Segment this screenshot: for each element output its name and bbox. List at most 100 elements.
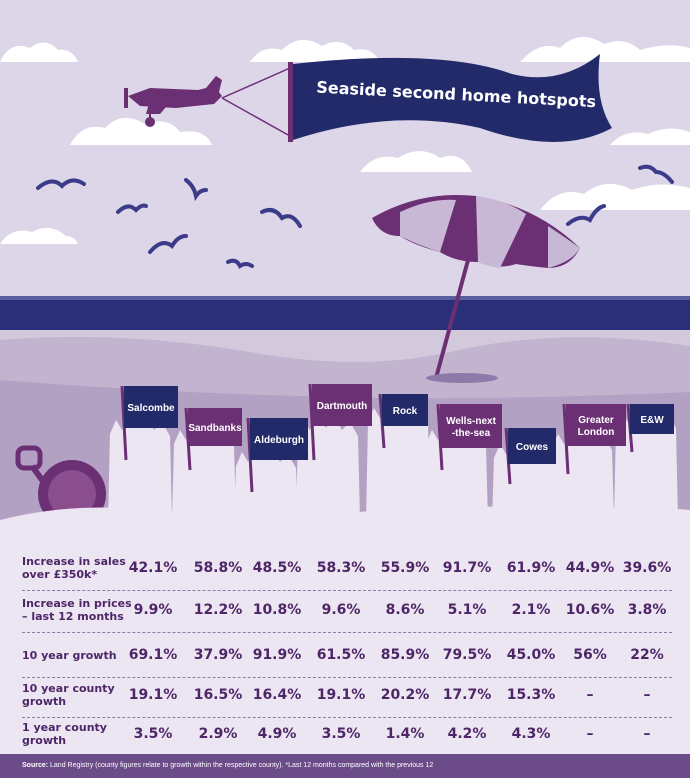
- table-row: Increase in prices – last 12 months 9.9% 12…: [0, 594, 690, 626]
- table-cell: 45.0%: [506, 647, 556, 663]
- table-cell: 91.9%: [252, 647, 302, 663]
- table-cell: 55.9%: [380, 560, 430, 576]
- row-label-line: 10 year county: [22, 682, 115, 695]
- flag-label: -the-sea: [452, 428, 491, 439]
- table-cell: 91.7%: [442, 560, 492, 576]
- table-cell: 85.9%: [380, 647, 430, 663]
- table-row: Increase in sales over £350k* 42.1% 58.8% 48…: [0, 552, 690, 584]
- row-divider: [22, 717, 672, 718]
- flag-label: Cowes: [516, 442, 549, 453]
- table-cell: 15.3%: [506, 687, 556, 703]
- row-label-line: growth: [22, 695, 67, 708]
- table-cell: 61.9%: [506, 560, 556, 576]
- flag: [250, 418, 308, 460]
- table-cell: 37.9%: [193, 647, 243, 663]
- flag-label: E&W: [640, 415, 664, 426]
- flag-label: Salcombe: [127, 403, 175, 414]
- row-label-line: growth: [22, 734, 67, 747]
- flag: [188, 408, 242, 446]
- table-cell: 3.8%: [627, 602, 667, 618]
- flag: [508, 428, 556, 464]
- table-cell: 10.6%: [565, 602, 615, 618]
- table-cell: 2.1%: [511, 602, 551, 618]
- table-cell: 19.1%: [316, 687, 366, 703]
- stats-table: Increase in sales over £350k* 42.1% 58.8% 48…: [0, 538, 690, 754]
- row-label-line: over £350k*: [22, 568, 98, 581]
- flag-label: London: [578, 427, 615, 438]
- row-label-line: Increase in prices: [22, 597, 132, 610]
- table-cell: 69.1%: [128, 647, 178, 663]
- title-banner: Seaside second home hotspots: [288, 54, 612, 142]
- row-label-line: 10 year growth: [22, 648, 117, 662]
- table-cell: 58.3%: [316, 560, 366, 576]
- flag-label: Sandbanks: [188, 423, 242, 434]
- row-divider: [22, 632, 672, 633]
- table-cell: –: [643, 726, 651, 742]
- table-cell: 3.5%: [321, 726, 361, 742]
- table-cell: 56%: [573, 647, 607, 663]
- table-cell: 4.2%: [447, 726, 487, 742]
- table-cell: 19.1%: [128, 687, 178, 703]
- table-cell: 10.8%: [252, 602, 302, 618]
- flag: [630, 404, 674, 434]
- flag: [382, 394, 428, 426]
- flag-label: Aldeburgh: [254, 435, 304, 446]
- table-cell: 58.8%: [193, 560, 243, 576]
- table-cell: 4.9%: [257, 726, 297, 742]
- row-label: Increase in prices – last 12 months: [22, 597, 132, 623]
- table-row: 1 year county growth 3.5% 2.9% 4.9% 3.5% 1.4% 4…: [0, 718, 690, 750]
- table-cell: 44.9%: [565, 560, 615, 576]
- table-row: 10 year county growth 19.1% 16.5% 16.4% 19.1%…: [0, 679, 690, 711]
- row-label: 10 year growth: [22, 649, 132, 662]
- table-cell: –: [643, 687, 651, 703]
- table-cell: –: [586, 726, 594, 742]
- source-footer: Source: Land Registry (county figures re…: [0, 754, 690, 778]
- location-flags: Salcombe Sandbanks Aldeburgh Dartmouth Rock W…: [120, 383, 674, 493]
- beach-scene: Seaside second home hotspots S: [0, 36, 690, 540]
- table-cell: 20.2%: [380, 687, 430, 703]
- table-cell: 12.2%: [193, 602, 243, 618]
- flag: [124, 386, 178, 428]
- table-cell: 17.7%: [442, 687, 492, 703]
- table-cell: 9.9%: [133, 602, 173, 618]
- row-label-line: 1 year county: [22, 721, 107, 734]
- clouds: [0, 36, 690, 244]
- flag-label: Dartmouth: [317, 401, 368, 412]
- beach-umbrella-icon: [372, 194, 580, 383]
- table-cell: 61.5%: [316, 647, 366, 663]
- flag-label: Wells-next: [446, 416, 496, 427]
- flag: [440, 404, 502, 448]
- table-cell: 79.5%: [442, 647, 492, 663]
- flag-label: Greater: [578, 415, 614, 426]
- table-cell: 9.6%: [321, 602, 361, 618]
- row-label: 10 year county growth: [22, 682, 132, 708]
- table-cell: 2.9%: [198, 726, 238, 742]
- row-divider: [22, 590, 672, 591]
- table-cell: 22%: [630, 647, 664, 663]
- table-cell: –: [586, 687, 594, 703]
- table-cell: 8.6%: [385, 602, 425, 618]
- sea: [0, 296, 690, 330]
- table-cell: 39.6%: [622, 560, 672, 576]
- table-cell: 1.4%: [385, 726, 425, 742]
- seagulls: [36, 164, 674, 269]
- table-cell: 48.5%: [252, 560, 302, 576]
- table-cell: 16.4%: [252, 687, 302, 703]
- table-cell: 5.1%: [447, 602, 487, 618]
- table-row: 10 year growth 69.1% 37.9% 91.9% 61.5% 85.9% 7…: [0, 639, 690, 671]
- flag: [312, 384, 372, 426]
- sandcastle: [108, 414, 172, 520]
- row-label-line: – last 12 months: [22, 610, 124, 623]
- table-cell: 42.1%: [128, 560, 178, 576]
- row-label: Increase in sales over £350k*: [22, 555, 132, 581]
- table-cell: 16.5%: [193, 687, 243, 703]
- row-divider: [22, 677, 672, 678]
- airplane-icon: [124, 67, 291, 137]
- flag-label: Rock: [393, 406, 418, 417]
- flag: [566, 404, 626, 446]
- row-label: 1 year county growth: [22, 721, 132, 747]
- table-cell: 4.3%: [511, 726, 551, 742]
- row-label-line: Increase in sales: [22, 555, 126, 568]
- table-cell: 3.5%: [133, 726, 173, 742]
